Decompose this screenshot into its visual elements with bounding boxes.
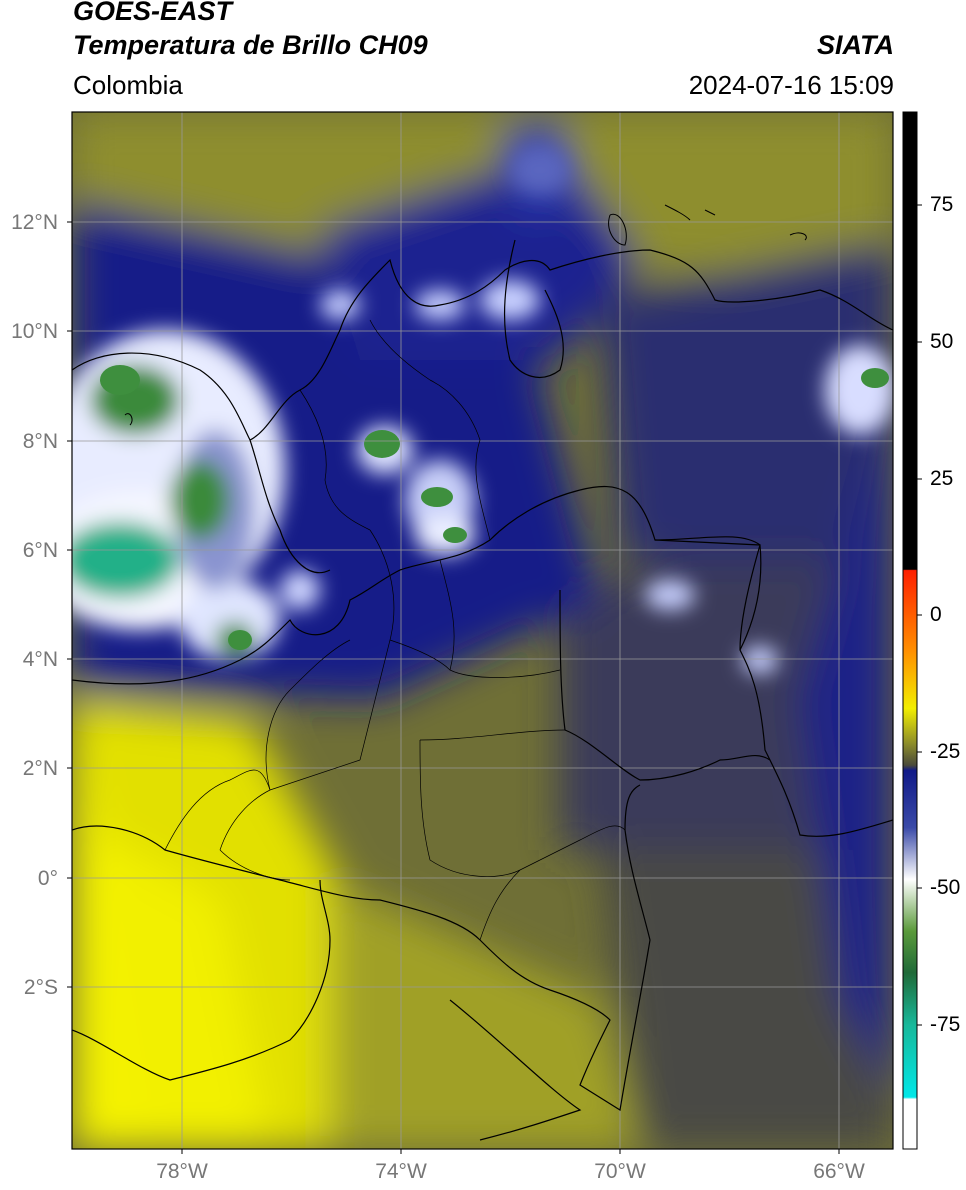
graticule [72,112,893,1149]
colorbar-tick-minus75: -75 [930,1013,961,1036]
colorbar-tick-minus25: -25 [930,740,961,763]
region-label: Colombia [73,70,183,100]
colorbar-frame [902,111,918,1150]
colorbar-tick-75: 75 [930,193,954,216]
datetime-label: 2024-07-16 15:09 [688,70,894,100]
map-field [72,112,893,1149]
lat-label-2n: 2°N [22,757,58,780]
lat-label-12n: 12°N [11,211,58,234]
colorbar [903,112,917,1149]
lat-label-0: 0° [37,867,58,890]
colorbar-tick-50: 50 [930,330,954,353]
product-title: Temperatura de Brillo CH09 [73,30,428,60]
colorbar-tick-0: 0 [930,603,942,626]
lon-label-74w: 74°W [375,1160,427,1183]
map-frame [71,111,894,1150]
islands [124,204,807,426]
department-borders [164,319,626,941]
colorbar-tick-marks [917,204,922,1026]
colorbar-tick-25: 25 [930,467,954,490]
country-borders [72,239,893,1141]
lon-label-78w: 78°W [156,1160,208,1183]
lon-label-66w: 66°W [813,1160,865,1183]
lon-label-70w: 70°W [594,1160,646,1183]
lat-label-8n: 8°N [22,430,58,453]
lat-label-10n: 10°N [11,320,58,343]
lat-label-2s: 2°S [23,976,58,999]
agency-label: SIATA [817,30,894,60]
colorbar-tick-minus50: -50 [930,876,961,899]
axis-tick-marks [67,221,840,1154]
satellite-title: GOES-EAST [73,0,233,26]
lat-label-6n: 6°N [22,539,58,562]
lat-label-4n: 4°N [22,648,58,671]
